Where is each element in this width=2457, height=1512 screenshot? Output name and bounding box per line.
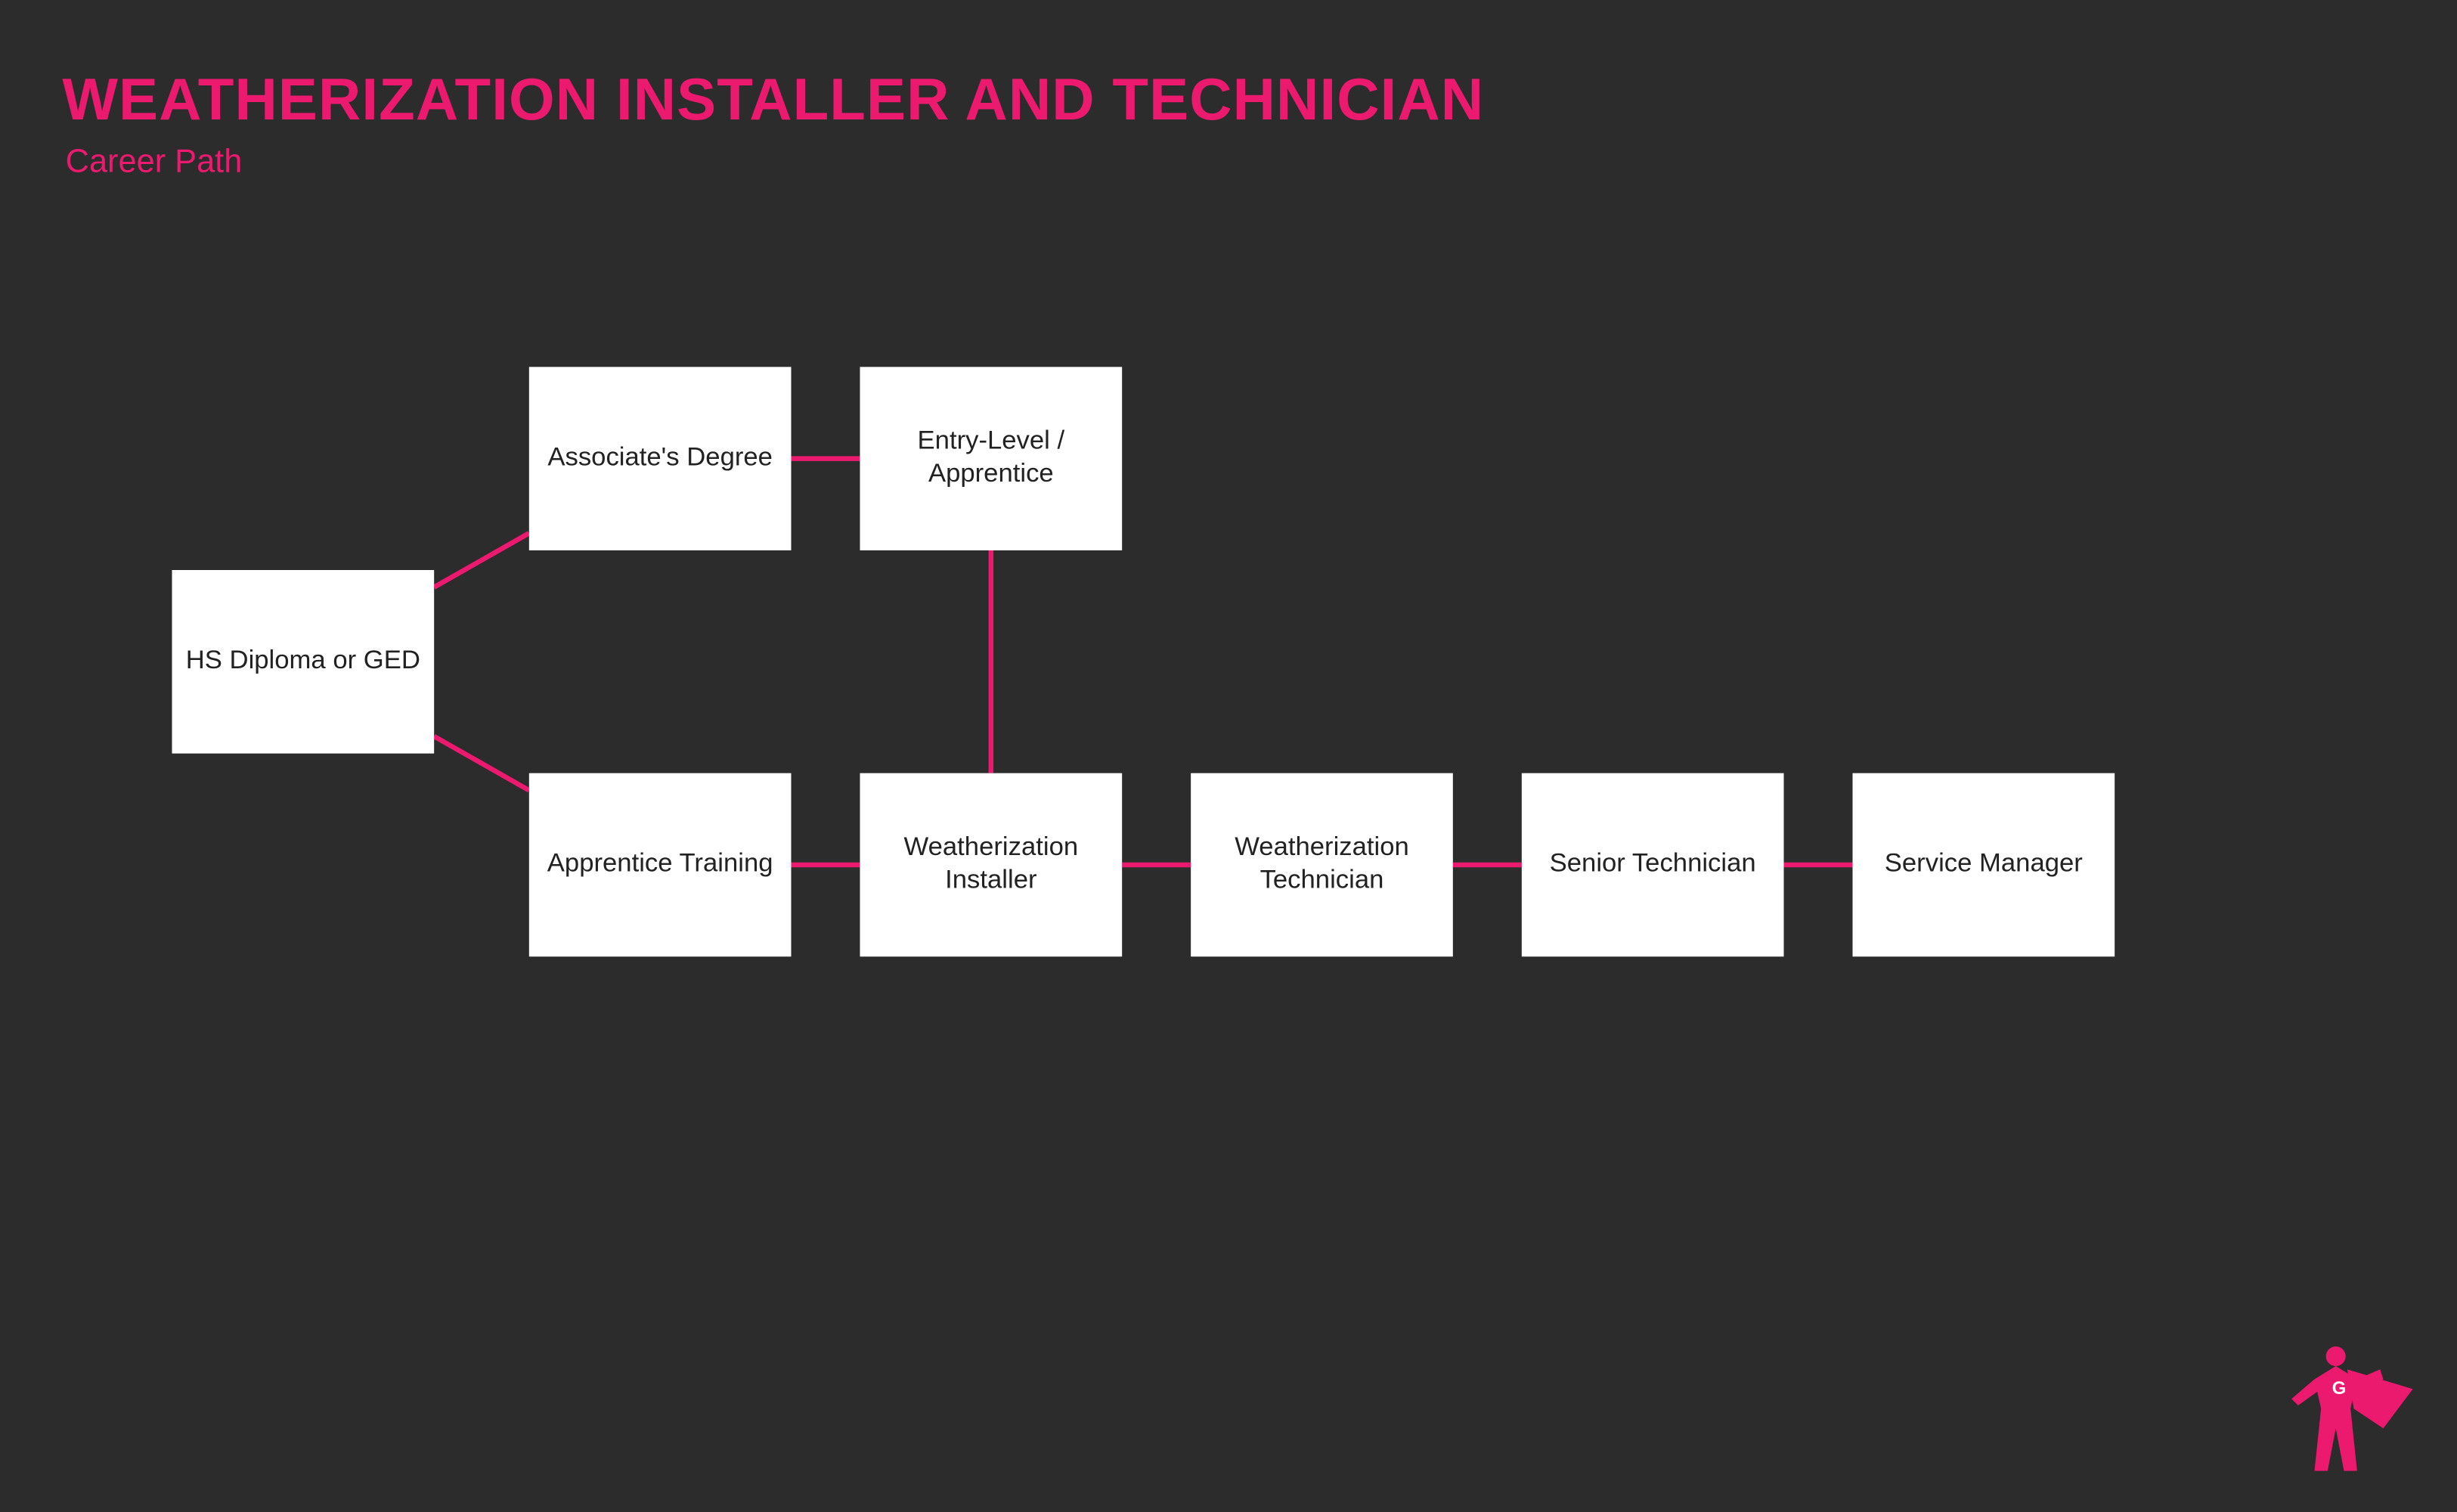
node-entry: Entry-Level / Apprentice: [860, 367, 1123, 550]
page-title: WEATHERIZATION INSTALLER AND TECHNICIAN: [62, 66, 1484, 135]
edge-hs-assoc: [434, 533, 529, 587]
diagram-stage: WEATHERIZATION INSTALLER AND TECHNICIAN …: [0, 0, 2457, 1512]
svg-text:G: G: [2332, 1378, 2347, 1399]
node-assoc: Associate's Degree: [529, 367, 792, 550]
node-manager: Service Manager: [1853, 773, 2115, 957]
node-apptrain: Apprentice Training: [529, 773, 792, 957]
node-installer: Weatherization Installer: [860, 773, 1123, 957]
node-hs: HS Diploma or GED: [172, 570, 435, 754]
brand-logo-icon: G: [2285, 1343, 2413, 1478]
node-tech: Weatherization Technician: [1191, 773, 1453, 957]
edges-layer: [0, 0, 2457, 1512]
edge-hs-apptrain: [434, 736, 529, 790]
page-subtitle: Career Path: [66, 144, 243, 182]
node-senior: Senior Technician: [1522, 773, 1784, 957]
